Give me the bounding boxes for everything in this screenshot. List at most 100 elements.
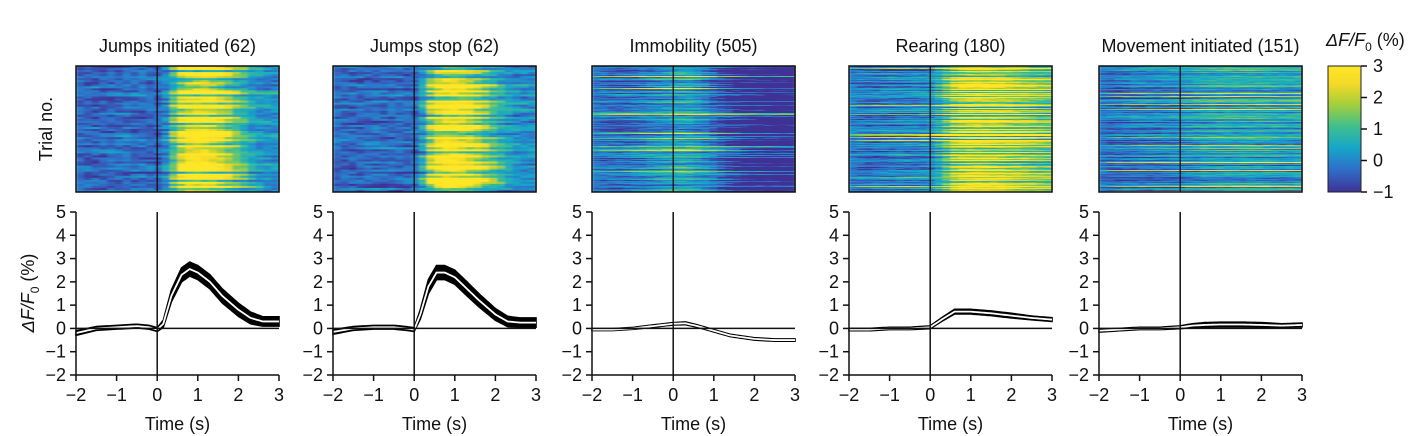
heatmap-cell [646, 83, 656, 85]
heatmap-cell [247, 165, 257, 168]
heatmap-cell [232, 100, 241, 103]
heatmap-cell [755, 70, 765, 72]
heatmap-cell [631, 90, 640, 92]
heatmap-cell [442, 155, 451, 158]
heatmap-cell [638, 102, 648, 104]
heatmap-cell [177, 139, 186, 142]
y-tick-label: −2 [45, 365, 66, 385]
heatmap-cell [685, 100, 695, 102]
heatmap-cell [83, 116, 93, 120]
heatmap-cell [654, 89, 663, 91]
heatmap-cell [177, 100, 186, 103]
heatmap-cell [216, 112, 225, 116]
heatmap-cell [169, 84, 179, 87]
heatmap-cell [771, 128, 780, 130]
heatmap-cell [130, 143, 140, 146]
heatmap-cell [76, 155, 85, 158]
heatmap-cell [450, 165, 459, 168]
heatmap-cell [520, 86, 529, 89]
heatmap-cell [638, 77, 648, 79]
heatmap-cell [732, 83, 741, 85]
heatmap-cell [193, 187, 202, 191]
heatmap-cell [740, 86, 749, 88]
heatmap-cell [122, 76, 132, 79]
heatmap-cell [520, 82, 529, 85]
heatmap-cell [465, 169, 475, 173]
heatmap-cell [512, 139, 521, 142]
heatmap-cell [200, 143, 210, 146]
heatmap-cell [426, 110, 436, 114]
heatmap-cell [216, 163, 225, 166]
heatmap-cell [146, 76, 155, 79]
heatmap-cell [465, 153, 475, 156]
heatmap-cell [232, 145, 241, 148]
heatmap-cell [76, 185, 85, 189]
heatmap-cell [528, 161, 537, 164]
heatmap-cell [146, 110, 155, 114]
heatmap-cell [771, 89, 780, 91]
heatmap-cell [154, 92, 163, 95]
heatmap-cell [185, 124, 194, 128]
heatmap-cell [654, 103, 663, 105]
heatmap-cell [154, 177, 163, 181]
heatmap-cell [724, 125, 734, 127]
heatmap-cell [450, 102, 459, 105]
heatmap-cell [76, 114, 85, 118]
heatmap-cell [481, 126, 490, 130]
heatmap-cell [787, 102, 796, 104]
heatmap-cell [496, 110, 506, 114]
heatmap-cell [662, 85, 671, 87]
heatmap-cell [771, 80, 780, 82]
heatmap-cell [709, 109, 718, 111]
heatmap-cell [504, 159, 514, 162]
heatmap-cell [623, 68, 632, 70]
heatmap-cell [755, 67, 765, 69]
heatmap-cell [232, 72, 241, 75]
heatmap-cell [115, 177, 124, 181]
heatmap-cell [271, 165, 280, 168]
heatmap-cell [154, 155, 163, 158]
heatmap-cell [615, 93, 624, 95]
heatmap-cell [607, 109, 617, 111]
heatmap-cell [91, 84, 101, 87]
heatmap-cell [755, 117, 765, 119]
heatmap-cell [255, 72, 264, 75]
heatmap-cell [496, 86, 506, 89]
heatmap-cell [465, 88, 475, 91]
heatmap-cell [161, 116, 171, 120]
heatmap-cell [379, 155, 389, 158]
heatmap-cell [763, 118, 773, 120]
heatmap-cell [232, 167, 241, 170]
heatmap-cell [418, 179, 428, 183]
heatmap-cell [504, 181, 514, 185]
heatmap-cell [631, 68, 640, 70]
heatmap-cell [615, 116, 624, 118]
heatmap-cell [771, 99, 780, 101]
heatmap-cell [512, 147, 521, 150]
heatmap-cell [247, 80, 257, 83]
heatmap-cell [387, 116, 397, 120]
heatmap-cell [638, 101, 648, 103]
heatmap-cell [701, 108, 710, 110]
heatmap-cell [771, 98, 780, 100]
heatmap-cell [418, 137, 428, 140]
heatmap-cell [224, 161, 233, 164]
heatmap-cell [138, 84, 147, 87]
heatmap-cell [465, 76, 475, 79]
heatmap-cell [623, 91, 632, 93]
heatmap-cell [496, 129, 506, 132]
heatmap-cell [528, 179, 537, 183]
heatmap-cell [216, 88, 225, 91]
heatmap-cell [232, 116, 241, 120]
heatmap-cell [504, 70, 514, 73]
heatmap-cell [473, 116, 482, 120]
y-tick-label: 1 [56, 295, 66, 315]
heatmap-cell [623, 130, 632, 132]
heatmap-cell [748, 118, 757, 120]
heatmap-cell [615, 88, 624, 90]
heatmap-cell [348, 126, 358, 130]
heatmap-cell [771, 129, 780, 131]
heatmap-cell [677, 68, 687, 70]
heatmap-cell [107, 177, 116, 181]
heatmap-cell [528, 177, 537, 181]
